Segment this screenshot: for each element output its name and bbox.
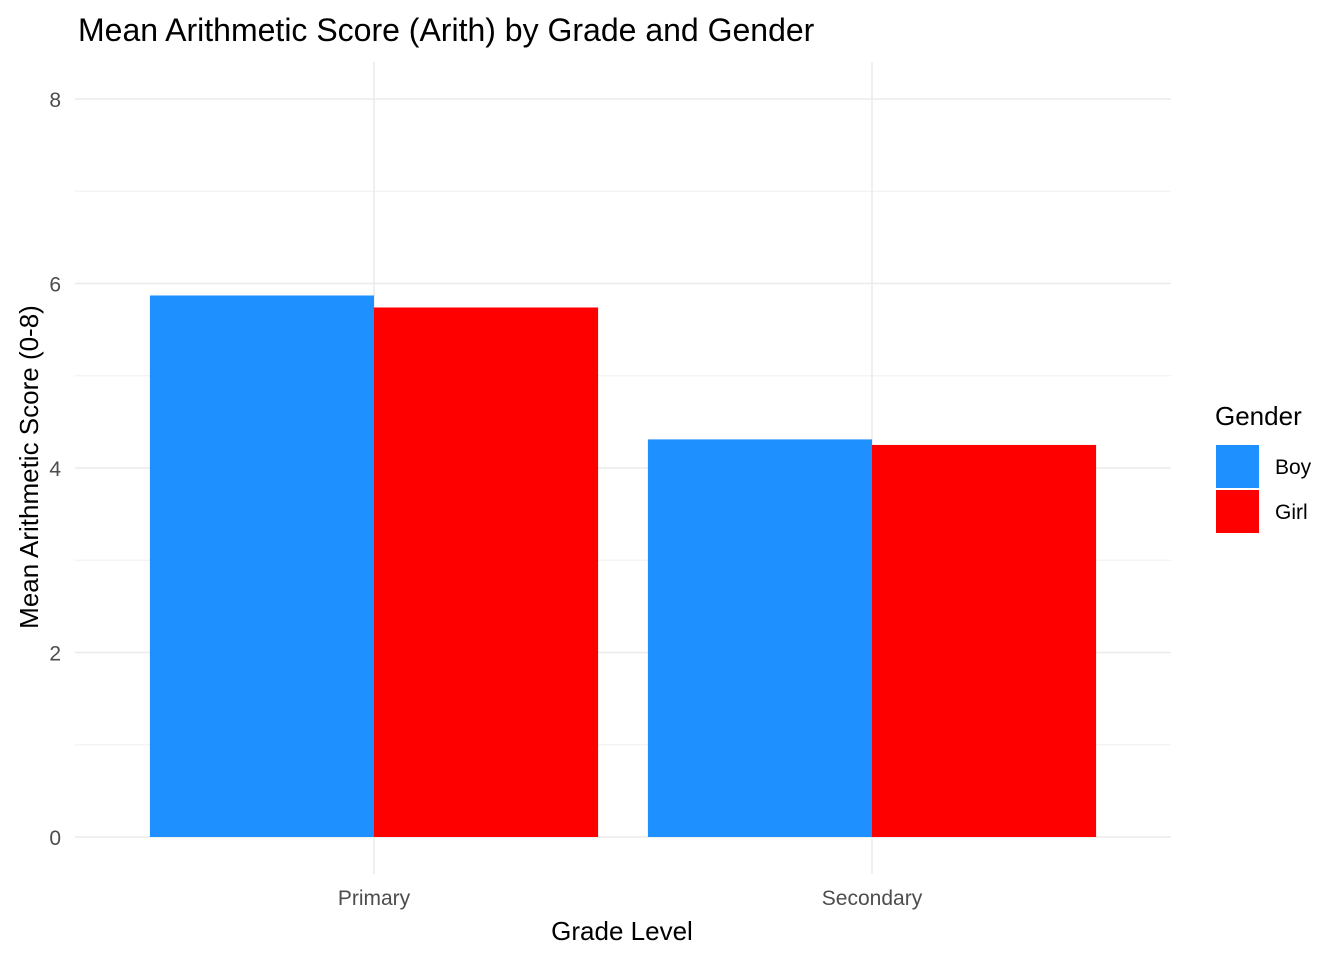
bar-primary-boy (149, 295, 374, 837)
legend-label-boy: Boy (1275, 456, 1312, 479)
x-axis-title: Grade Level (551, 916, 693, 946)
ticks-layer: 0 2 4 6 8 Primary Secondary (49, 89, 922, 910)
bar-primary-girl (374, 307, 599, 837)
y-tick-label: 2 (49, 643, 61, 666)
legend-items: Boy Girl (1216, 445, 1312, 533)
bars-layer (149, 295, 1097, 837)
x-tick-label: Primary (338, 887, 411, 910)
y-axis-title: Mean Arithmetic Score (0-8) (14, 305, 44, 629)
x-tick-label: Secondary (822, 887, 923, 910)
legend: Gender Boy Girl (1215, 401, 1312, 533)
legend-key-boy (1216, 445, 1259, 488)
bar-secondary-girl (872, 444, 1097, 837)
legend-title: Gender (1215, 401, 1302, 431)
chart-title: Mean Arithmetic Score (Arith) by Grade a… (78, 12, 815, 48)
y-tick-label: 4 (49, 458, 61, 481)
y-tick-label: 8 (49, 89, 61, 112)
legend-key-girl (1216, 490, 1259, 533)
y-tick-label: 0 (49, 827, 61, 850)
legend-label-girl: Girl (1275, 501, 1308, 524)
bar-secondary-boy (647, 439, 872, 837)
y-tick-label: 6 (49, 274, 61, 297)
